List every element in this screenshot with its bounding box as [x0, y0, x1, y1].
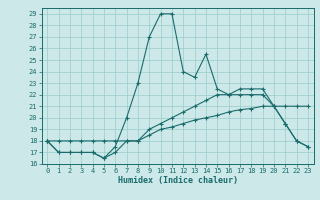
X-axis label: Humidex (Indice chaleur): Humidex (Indice chaleur) — [118, 176, 237, 185]
